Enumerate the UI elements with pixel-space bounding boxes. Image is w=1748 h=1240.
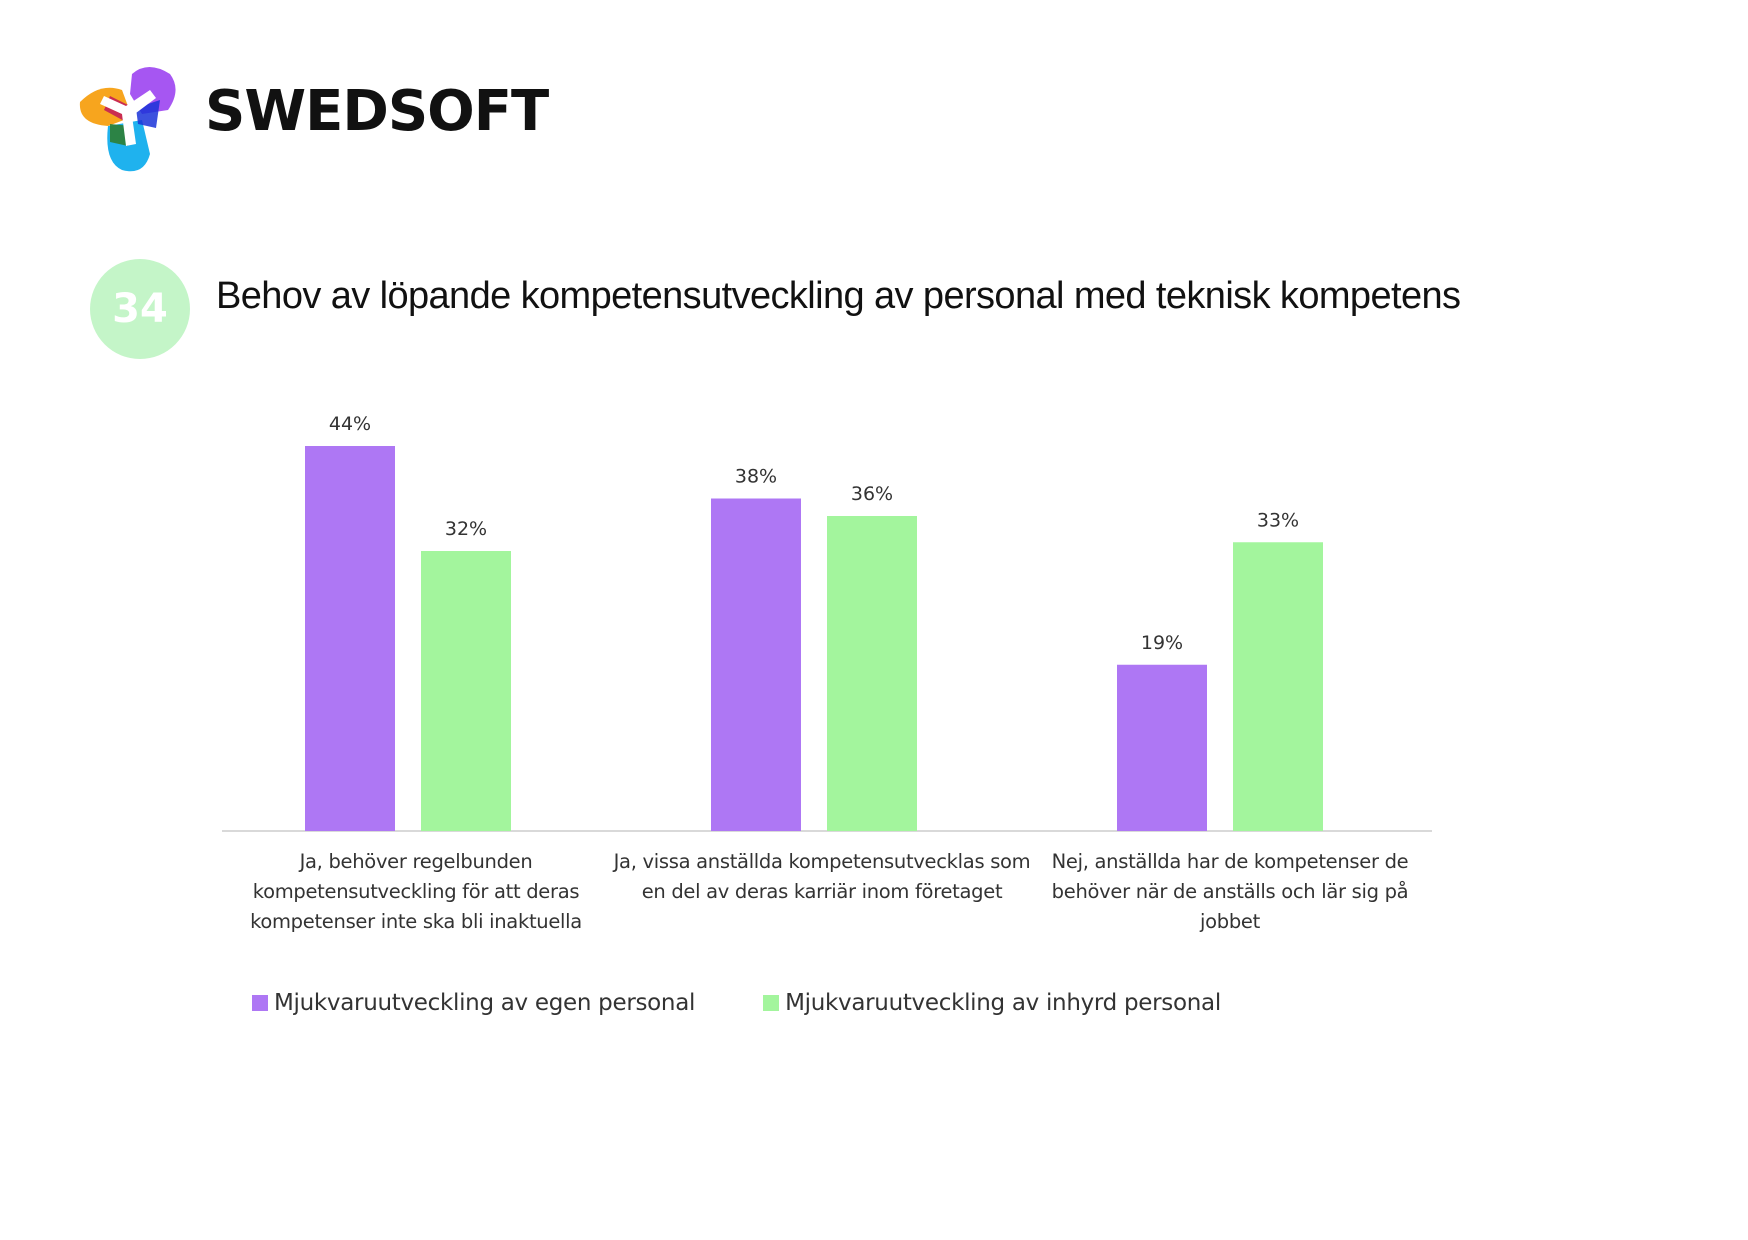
category-label-1: Ja, behöver regelbunden kompetensutveckl…: [250, 850, 582, 933]
bar-series-2-category-1: [421, 551, 511, 831]
category-label-3: Nej, anställda har de kompetenser de beh…: [1051, 850, 1409, 933]
bar-series-1-category-1: [305, 446, 395, 831]
bar-series-2-category-3: [1233, 542, 1323, 831]
category-label-2: Ja, vissa anställda kompetensutvecklas s…: [613, 850, 1031, 903]
legend-swatch-1: [252, 995, 268, 1011]
legend-swatch-2: [763, 995, 780, 1011]
chart-legend: Mjukvaruutveckling av egen personal Mjukv…: [252, 985, 1289, 1021]
bar-series-1-category-3: [1117, 664, 1207, 831]
chart-title: Behov av löpande kompetensutveckling av …: [216, 275, 1461, 317]
legend-label-1: Mjukvaruutveckling av egen personal: [274, 990, 696, 1016]
data-label-series-2-category-1: 32%: [445, 518, 487, 540]
data-label-series-1-category-3: 19%: [1141, 632, 1183, 654]
swedsoft-logo: SWEDSOFT: [70, 62, 549, 182]
data-label-series-2-category-2: 36%: [851, 483, 893, 505]
bar-series-2-category-2: [827, 516, 917, 831]
legend-item-2: Mjukvaruutveckling av inhyrd personal: [763, 990, 1221, 1016]
brand-name: SWEDSOFT: [205, 79, 549, 144]
data-label-series-1-category-1: 44%: [329, 413, 371, 435]
legend-label-2: Mjukvaruutveckling av inhyrd personal: [785, 990, 1221, 1016]
data-label-series-2-category-3: 33%: [1257, 509, 1299, 531]
data-label-series-1-category-2: 38%: [735, 466, 777, 488]
legend-item-1: Mjukvaruutveckling av egen personal: [252, 990, 695, 1016]
swedsoft-logo-mark: [79, 67, 176, 172]
figure-number-badge: 34: [90, 259, 190, 359]
bar-series-1-category-2: [711, 498, 801, 831]
figure-number: 34: [112, 286, 168, 332]
